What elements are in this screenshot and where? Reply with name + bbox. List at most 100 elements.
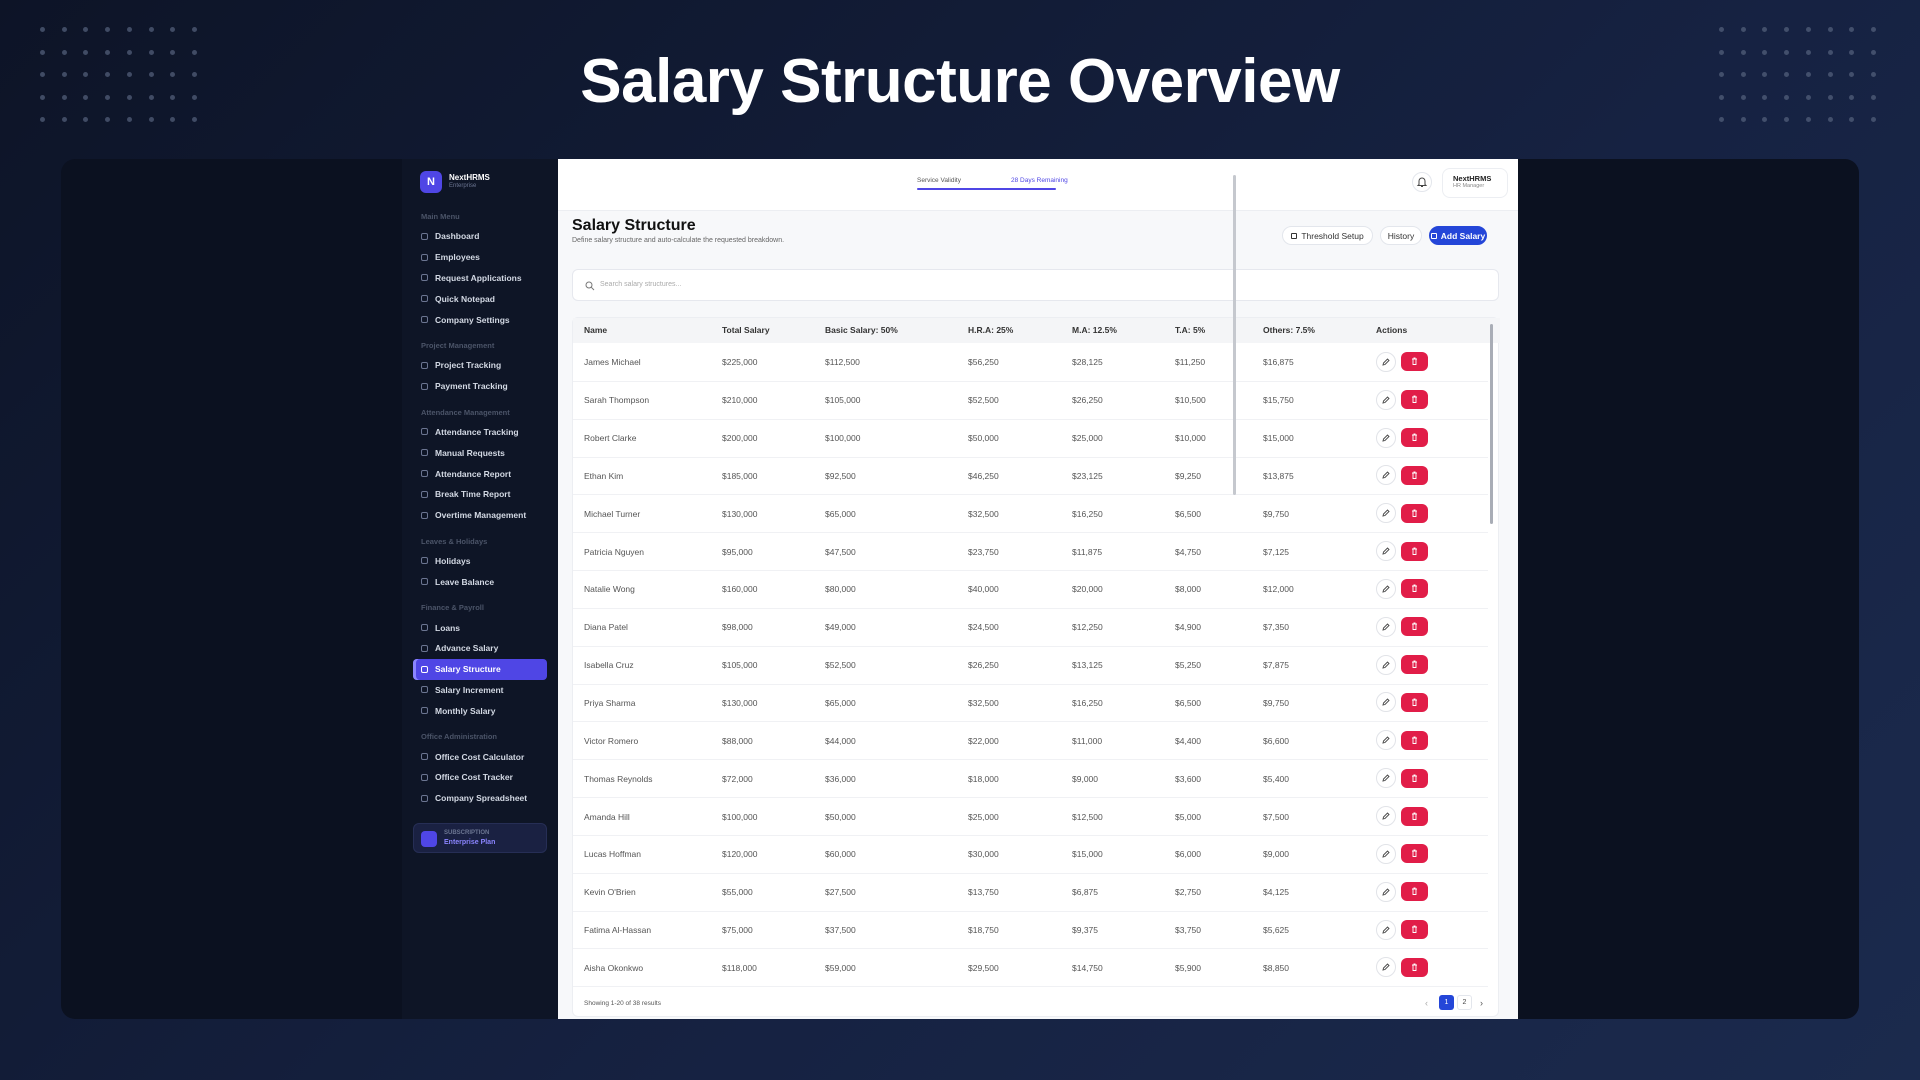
salary-amount: $52,500 bbox=[968, 395, 999, 406]
nav-item[interactable]: Office Cost Tracker bbox=[413, 767, 547, 788]
subscription-label: SUBSCRIPTION bbox=[444, 830, 490, 836]
delete-button[interactable] bbox=[1401, 428, 1428, 448]
edit-button[interactable] bbox=[1376, 541, 1396, 562]
nav-item[interactable]: Leave Balance bbox=[413, 571, 547, 592]
nav-icon bbox=[421, 773, 428, 781]
dot bbox=[1827, 117, 1833, 123]
delete-button[interactable] bbox=[1401, 579, 1428, 599]
salary-amount: $27,500 bbox=[825, 887, 856, 898]
nav-icon bbox=[421, 644, 428, 652]
nav-section-label: Project Management bbox=[421, 340, 495, 350]
nav-item[interactable]: Quick Notepad bbox=[413, 288, 547, 309]
nav-item[interactable]: Office Cost Calculator bbox=[413, 746, 547, 767]
edit-button[interactable] bbox=[1376, 692, 1396, 713]
delete-button[interactable] bbox=[1401, 768, 1428, 788]
scrollbar[interactable] bbox=[1490, 324, 1493, 524]
edit-button[interactable] bbox=[1376, 351, 1396, 372]
delete-button[interactable] bbox=[1401, 692, 1428, 712]
notification-bell[interactable] bbox=[1412, 172, 1432, 192]
delete-button[interactable] bbox=[1401, 882, 1428, 902]
nav-item[interactable]: Holidays bbox=[413, 551, 547, 572]
delete-button[interactable] bbox=[1401, 920, 1428, 940]
salary-amount: $8,850 bbox=[1263, 962, 1289, 973]
delete-button[interactable] bbox=[1401, 844, 1428, 864]
nav-item[interactable]: Break Time Report bbox=[413, 484, 547, 505]
salary-amount: $3,600 bbox=[1175, 773, 1201, 784]
nav-item[interactable]: Project Tracking bbox=[413, 355, 547, 376]
dot bbox=[40, 27, 45, 32]
page-button[interactable]: 2 bbox=[1457, 995, 1472, 1010]
nav-item[interactable]: Salary Increment bbox=[413, 680, 547, 701]
edit-button[interactable] bbox=[1376, 503, 1396, 524]
nav-item[interactable]: Attendance Tracking bbox=[413, 422, 547, 443]
nav-icon bbox=[421, 578, 428, 586]
nav-item[interactable]: Monthly Salary bbox=[413, 700, 547, 721]
edit-icon bbox=[1382, 660, 1390, 669]
toolbar-button[interactable]: Threshold Setup bbox=[1282, 226, 1373, 245]
edit-button[interactable] bbox=[1376, 843, 1396, 864]
delete-button[interactable] bbox=[1401, 730, 1428, 750]
nav-item[interactable]: Company Spreadsheet bbox=[413, 788, 547, 809]
nav-item[interactable]: Payment Tracking bbox=[413, 376, 547, 397]
edit-button[interactable] bbox=[1376, 881, 1396, 902]
nav-item[interactable]: Dashboard bbox=[413, 226, 547, 247]
salary-amount: $100,000 bbox=[722, 811, 758, 822]
edit-button[interactable] bbox=[1376, 427, 1396, 448]
edit-button[interactable] bbox=[1376, 957, 1396, 978]
delete-button[interactable] bbox=[1401, 541, 1428, 561]
edit-button[interactable] bbox=[1376, 768, 1396, 789]
nav-item[interactable]: Attendance Report bbox=[413, 463, 547, 484]
salary-amount: $11,000 bbox=[1072, 735, 1103, 746]
dot bbox=[1719, 49, 1724, 55]
nav-item[interactable]: Salary Structure bbox=[413, 658, 547, 680]
salary-amount: $22,000 bbox=[968, 735, 999, 746]
delete-button[interactable] bbox=[1401, 806, 1428, 826]
toolbar-button[interactable]: History bbox=[1380, 226, 1422, 245]
next-page[interactable]: › bbox=[1480, 998, 1483, 1008]
nav-item[interactable]: Manual Requests bbox=[413, 442, 547, 463]
prev-page[interactable]: ‹ bbox=[1425, 998, 1428, 1008]
delete-icon bbox=[1412, 433, 1417, 442]
dot bbox=[126, 72, 132, 78]
nav-item[interactable]: Advance Salary bbox=[413, 638, 547, 659]
salary-amount: $16,250 bbox=[1072, 508, 1103, 519]
delete-button[interactable] bbox=[1401, 957, 1428, 977]
edit-button[interactable] bbox=[1376, 465, 1396, 486]
delete-button[interactable] bbox=[1401, 352, 1428, 372]
edit-button[interactable] bbox=[1376, 389, 1396, 410]
delete-button[interactable] bbox=[1401, 617, 1428, 637]
dot bbox=[148, 72, 154, 78]
edit-button[interactable] bbox=[1376, 578, 1396, 599]
employee-name: Robert Clarke bbox=[584, 433, 637, 444]
delete-button[interactable] bbox=[1401, 655, 1428, 675]
dot bbox=[1849, 27, 1855, 32]
edit-button[interactable] bbox=[1376, 919, 1396, 940]
nav-item[interactable]: Employees bbox=[413, 247, 547, 268]
edit-icon bbox=[1382, 509, 1390, 517]
nav-item[interactable]: Overtime Management bbox=[413, 505, 547, 526]
nav-item[interactable]: Company Settings bbox=[413, 309, 547, 330]
dot bbox=[1719, 72, 1724, 78]
delete-button[interactable] bbox=[1401, 390, 1428, 410]
salary-amount: $4,900 bbox=[1175, 622, 1201, 633]
edit-button[interactable] bbox=[1376, 730, 1396, 751]
nav-item[interactable]: Request Applications bbox=[413, 268, 547, 289]
subscription-card[interactable]: SUBSCRIPTION Enterprise Plan bbox=[413, 823, 547, 853]
edit-button[interactable] bbox=[1376, 616, 1396, 637]
nav-label: Payment Tracking bbox=[435, 381, 508, 392]
search-box[interactable]: Search salary structures... bbox=[572, 269, 1499, 301]
page-button[interactable]: 1 bbox=[1439, 995, 1454, 1010]
edit-button[interactable] bbox=[1376, 806, 1396, 826]
nav-item[interactable]: Loans bbox=[413, 617, 547, 638]
toolbar-button[interactable]: Add Salary bbox=[1429, 226, 1487, 245]
edit-button[interactable] bbox=[1376, 654, 1396, 675]
salary-amount: $65,000 bbox=[825, 508, 856, 519]
delete-button[interactable] bbox=[1401, 503, 1428, 523]
delete-button[interactable] bbox=[1401, 465, 1428, 485]
page-scrollbar[interactable] bbox=[1233, 175, 1236, 495]
nav-label: Attendance Report bbox=[435, 468, 512, 479]
nav-label: Holidays bbox=[435, 555, 471, 566]
nav-label: Attendance Tracking bbox=[435, 426, 519, 437]
row-divider bbox=[573, 834, 1488, 836]
user-menu[interactable]: NextHRMS HR Manager bbox=[1442, 168, 1508, 198]
